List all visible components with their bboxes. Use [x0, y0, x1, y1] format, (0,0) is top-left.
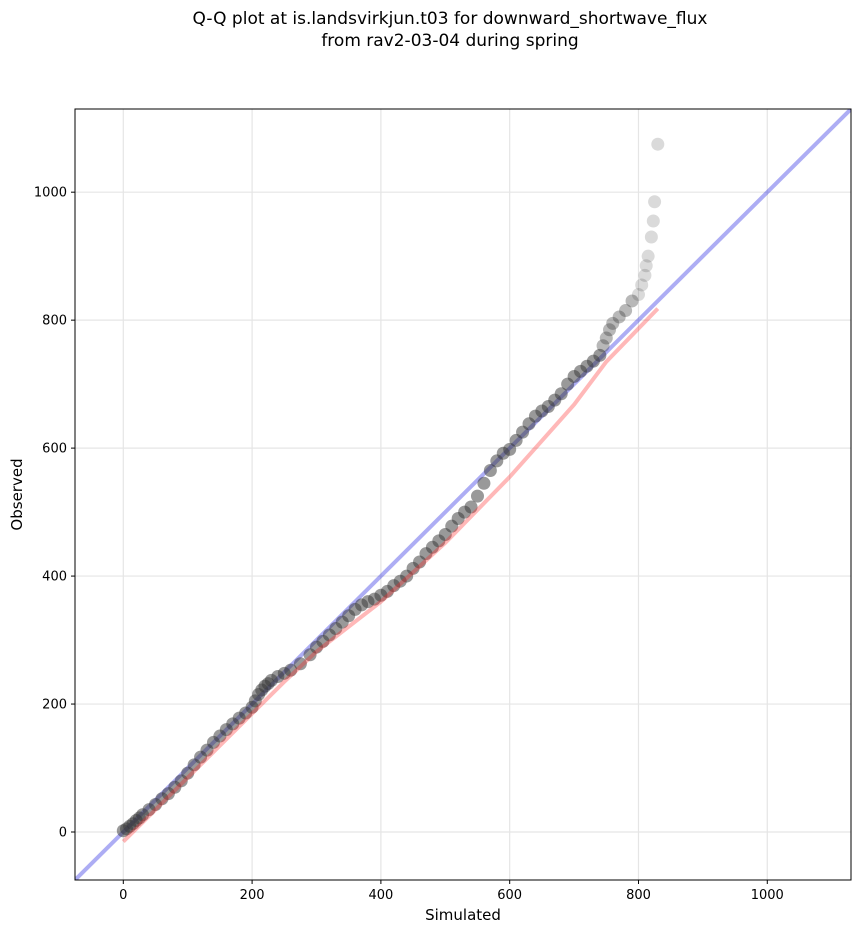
y-tick-label: 200 [42, 698, 67, 713]
y-tick-label: 1000 [34, 186, 67, 201]
chart-title-block: Q-Q plot at is.landsvirkjun.t03 for down… [0, 8, 860, 52]
data-point [503, 442, 517, 456]
y-tick-label: 400 [42, 570, 67, 585]
fit-line [121, 307, 660, 844]
data-point [612, 310, 626, 324]
data-point [625, 294, 639, 308]
data-point [599, 331, 613, 345]
data-point [593, 348, 607, 362]
y-tick-label: 600 [42, 442, 67, 457]
plot-frame [74, 108, 852, 881]
data-point [651, 137, 665, 151]
axis-ticks: 0 200 400 600 800 1000 0 200 400 600 800 1000 [34, 186, 784, 903]
x-tick-label: 800 [626, 888, 651, 903]
data-point [477, 476, 491, 490]
data-point [646, 214, 660, 228]
data-points [116, 137, 665, 844]
data-point [644, 230, 658, 244]
grid [75, 109, 851, 880]
data-point [641, 249, 655, 263]
data-point [596, 339, 610, 353]
x-tick-label: 1000 [751, 888, 784, 903]
data-point [470, 489, 484, 503]
data-point [464, 500, 478, 514]
data-point [619, 304, 633, 318]
data-point [284, 663, 298, 677]
data-point [648, 195, 662, 209]
data-point [639, 259, 653, 273]
data-point [554, 387, 568, 401]
data-point [603, 323, 617, 337]
chart-subtitle: from rav2-03-04 during spring [321, 31, 579, 51]
y-tick-label: 0 [59, 826, 67, 841]
data-point [606, 316, 620, 330]
y-tick-label: 800 [42, 314, 67, 329]
data-point [635, 278, 649, 292]
x-axis-label: Simulated [425, 906, 501, 924]
chart-title: Q-Q plot at is.landsvirkjun.t03 for down… [192, 9, 708, 29]
x-tick-label: 600 [497, 888, 522, 903]
data-point [293, 657, 307, 671]
y-axis-label: Observed [8, 458, 26, 530]
x-tick-label: 400 [368, 888, 393, 903]
data-point [638, 268, 652, 282]
x-tick-label: 200 [240, 888, 265, 903]
x-tick-label: 0 [119, 888, 127, 903]
data-point [631, 288, 645, 302]
data-point [483, 464, 497, 478]
